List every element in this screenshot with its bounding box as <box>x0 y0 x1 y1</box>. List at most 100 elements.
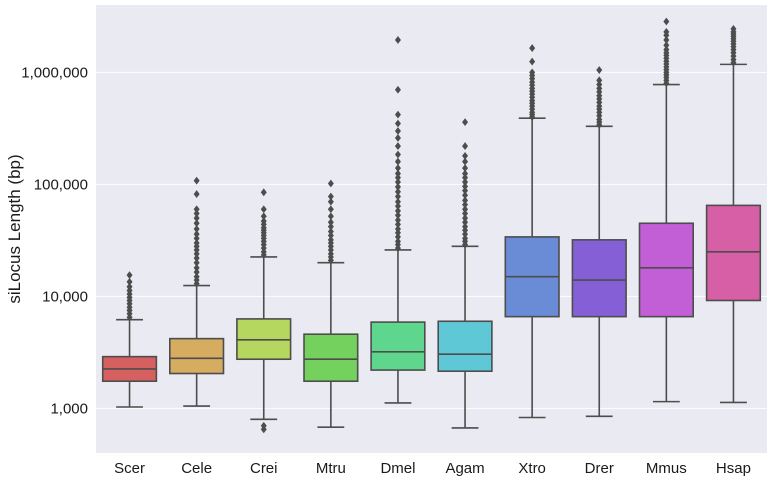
flier-point <box>462 169 469 178</box>
flier-point <box>394 164 401 172</box>
flier-point <box>260 188 267 197</box>
flier-point <box>394 183 401 191</box>
x-tick-label: Xtro <box>518 460 546 477</box>
flier-point <box>327 235 334 244</box>
box-group-dmel <box>370 36 426 404</box>
flier-point <box>462 218 469 227</box>
flier-point <box>193 190 200 198</box>
flier-point <box>394 202 401 211</box>
x-tick-label: Drer <box>585 460 614 477</box>
x-tick-label: Agam <box>445 460 484 477</box>
flier-point <box>529 57 536 66</box>
flier-point <box>730 24 737 33</box>
flier-point <box>394 178 401 186</box>
x-tick-label: Hsap <box>716 460 751 477</box>
gridlines <box>96 71 767 409</box>
box-group-mmus <box>638 17 694 403</box>
box <box>169 337 225 375</box>
flier-point <box>327 231 334 240</box>
y-tick-label: 1,000 <box>50 400 88 417</box>
flier-point <box>663 17 670 26</box>
flier-point <box>462 209 469 218</box>
x-tick-label: Cele <box>181 460 212 477</box>
flier-point <box>462 178 469 186</box>
flier-point <box>663 41 670 50</box>
flier-point <box>327 179 334 188</box>
flier-point <box>394 211 401 220</box>
flier-point <box>126 277 133 286</box>
flier-point <box>193 209 200 218</box>
flier-point <box>663 45 670 54</box>
box-group-drer <box>571 66 627 418</box>
flier-point <box>193 234 200 243</box>
flier-point <box>193 268 200 276</box>
flier-point <box>126 282 133 291</box>
flier-point <box>462 157 469 166</box>
box-group-hsap <box>705 24 762 404</box>
flier-point <box>394 85 401 94</box>
flier-point <box>193 176 200 185</box>
flier-point <box>529 68 536 77</box>
flier-point <box>260 217 267 226</box>
flier-point <box>394 169 401 178</box>
box-group-crei <box>236 188 292 434</box>
flier-point <box>462 173 469 182</box>
flier-point <box>394 216 401 225</box>
flier-point <box>394 36 401 44</box>
flier-point <box>260 205 267 214</box>
y-tick-label: 1,000,000 <box>21 64 88 81</box>
flier-point <box>327 197 334 206</box>
x-tick-label: Mtru <box>316 460 346 477</box>
flier-point <box>529 44 536 52</box>
boxes <box>101 17 762 434</box>
flier-point <box>394 187 401 196</box>
flier-point <box>327 222 334 231</box>
box-group-cele <box>169 176 225 407</box>
box <box>370 321 426 371</box>
flier-point <box>462 214 469 223</box>
flier-point <box>394 207 401 215</box>
box <box>437 320 493 372</box>
flier-point <box>394 150 401 159</box>
flier-point <box>462 196 469 205</box>
flier-point <box>596 76 603 85</box>
flier-point <box>596 66 603 74</box>
box <box>303 333 359 383</box>
flier-point <box>394 134 401 142</box>
flier-point <box>462 191 469 200</box>
flier-point <box>193 225 200 233</box>
box <box>638 222 694 318</box>
box-group-scer <box>101 271 158 408</box>
x-tick-label: Scer <box>114 460 145 477</box>
flier-point <box>462 186 469 195</box>
flier-point <box>596 80 603 89</box>
flier-point <box>394 233 401 241</box>
box-group-agam <box>437 118 493 429</box>
flier-point <box>327 205 334 214</box>
y-tick-label: 100,000 <box>34 176 88 193</box>
flier-point <box>462 182 469 191</box>
flier-point <box>394 142 401 150</box>
flier-point <box>193 254 200 262</box>
flier-point <box>394 110 401 119</box>
x-axis-ticks: Scer Cele Crei Mtru Dmel Agam Xtro Drer Mmus Hsap <box>114 460 751 477</box>
flier-point <box>462 118 469 127</box>
flier-point <box>260 421 267 430</box>
flier-point <box>193 272 200 281</box>
flier-point <box>462 234 469 243</box>
flier-point <box>327 218 334 227</box>
flier-point <box>394 192 401 201</box>
box-group-mtru <box>303 179 359 428</box>
flier-point <box>394 197 401 206</box>
flier-point <box>663 36 670 44</box>
flier-point <box>327 192 334 201</box>
flier-point <box>193 239 200 247</box>
flier-point <box>394 220 401 229</box>
box-group-xtro <box>504 44 560 419</box>
box <box>705 204 762 302</box>
x-tick-label: Dmel <box>380 460 415 477</box>
flier-point <box>663 28 670 36</box>
flier-point <box>394 225 401 233</box>
